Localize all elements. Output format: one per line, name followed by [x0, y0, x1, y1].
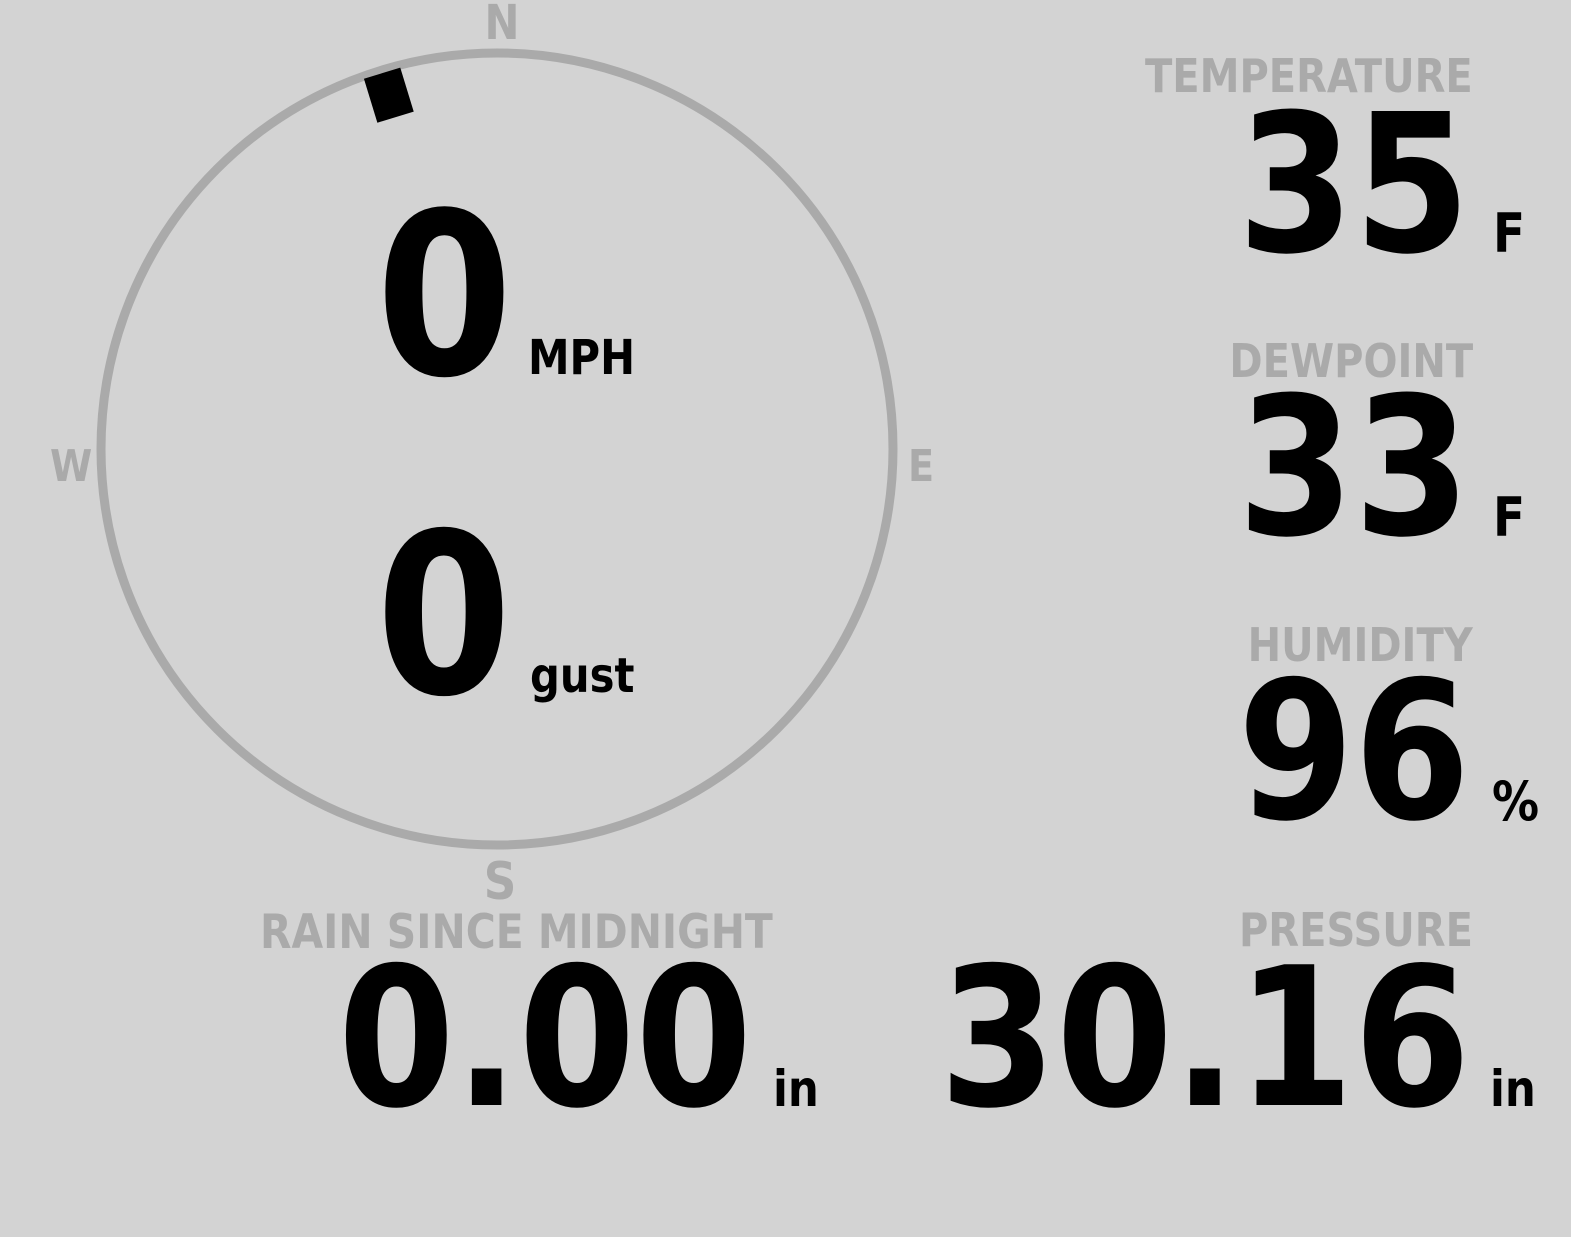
temperature-label: TEMPERATURE [1145, 49, 1473, 103]
humidity-label: HUMIDITY [1247, 618, 1473, 672]
compass-west: W [50, 441, 93, 492]
dewpoint-value: 33 [1237, 357, 1470, 580]
humidity-value: 96 [1237, 641, 1470, 864]
wind-speed-unit: MPH [528, 330, 636, 386]
pressure-label: PRESSURE [1239, 903, 1473, 957]
wind-direction-indicator [363, 67, 414, 123]
dewpoint-label: DEWPOINT [1229, 334, 1473, 388]
rain-unit: in [773, 1060, 819, 1118]
dewpoint-unit: F [1493, 486, 1526, 549]
humidity-unit: % [1492, 770, 1540, 833]
pressure-value: 30.16 [938, 926, 1470, 1151]
compass-north: N [484, 0, 520, 51]
rain-value: 0.00 [337, 926, 752, 1151]
pressure-unit: in [1490, 1060, 1536, 1118]
temperature-unit: F [1493, 202, 1526, 265]
temperature-value: 35 [1237, 74, 1470, 297]
rain-label: RAIN SINCE MIDNIGHT [260, 905, 773, 960]
compass-south: S [483, 852, 517, 912]
compass-ring [96, 48, 898, 850]
wind-gust-value: 0 [376, 485, 512, 746]
wind-gust-unit: gust [530, 648, 635, 704]
wind-speed-value: 0 [376, 165, 513, 428]
compass-east: E [908, 441, 935, 492]
